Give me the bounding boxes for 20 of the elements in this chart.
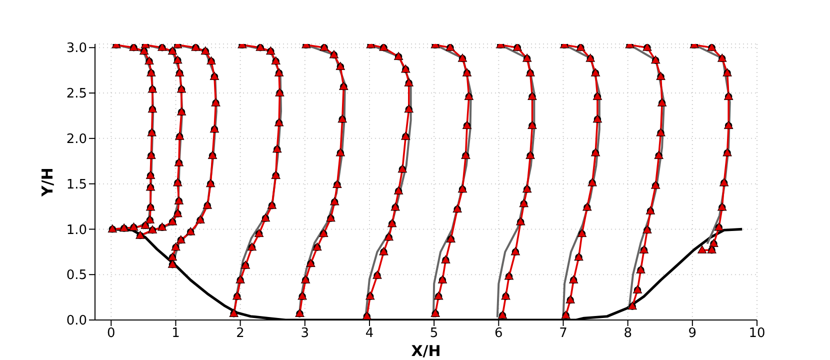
y-tick-label: 2.0 <box>66 132 87 148</box>
y-tick-label: 1.5 <box>66 177 87 192</box>
y-tick-label: 1.0 <box>66 222 87 238</box>
x-tick-label: 1 <box>172 326 180 342</box>
x-tick-label: 6 <box>494 326 503 342</box>
y-axis-title: Y/H <box>38 168 56 198</box>
y-tick-label: 2.5 <box>66 86 87 102</box>
y-tick-label: 3.0 <box>66 41 87 56</box>
x-tick-label: 8 <box>624 326 632 342</box>
x-axis-title: X/H <box>411 342 441 360</box>
x-tick-label: 4 <box>365 326 374 342</box>
x-tick-label: 3 <box>300 326 310 342</box>
x-tick-label: 5 <box>430 326 438 342</box>
y-tick-label: 0.0 <box>66 314 87 329</box>
y-tick-label: 0.5 <box>66 268 87 284</box>
x-tick-label: 9 <box>688 326 697 342</box>
x-tick-label: 10 <box>748 326 766 342</box>
x-tick-label: 0 <box>107 326 116 342</box>
x-tick-label: 7 <box>559 326 568 342</box>
x-tick-label: 2 <box>236 326 244 342</box>
